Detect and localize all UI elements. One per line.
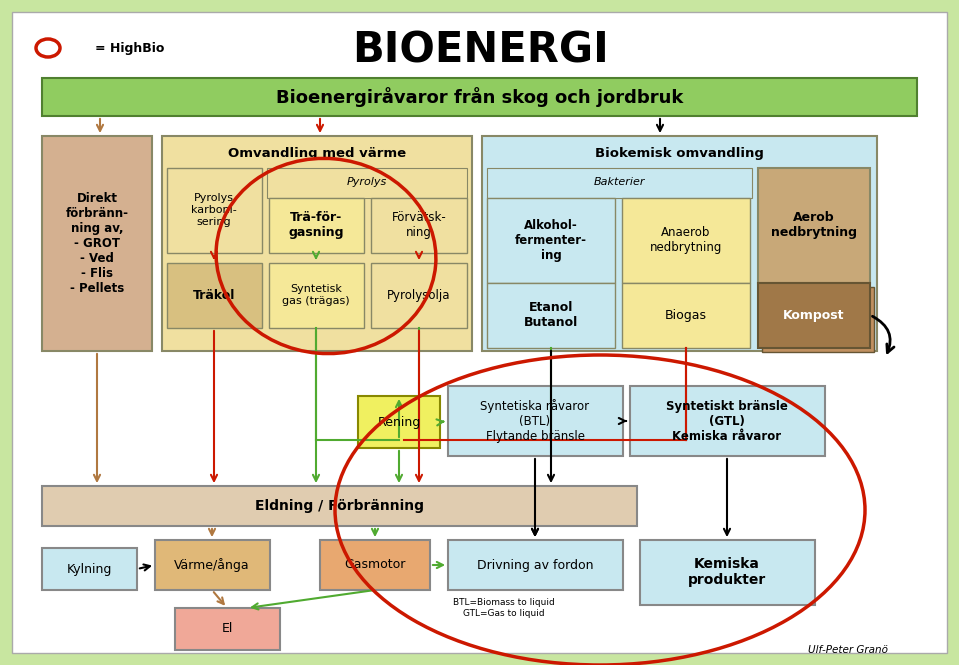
Text: BIOENERGI: BIOENERGI [352,29,608,71]
FancyBboxPatch shape [448,540,623,590]
Text: Alkohol-
fermenter-
ing: Alkohol- fermenter- ing [515,219,587,261]
Text: Pyrolysolja: Pyrolysolja [387,289,451,301]
Text: Förvätsk-
ning: Förvätsk- ning [391,211,446,239]
Text: Bioenergiråvaror från skog och jordbruk: Bioenergiråvaror från skog och jordbruk [276,87,684,107]
Text: = HighBio: = HighBio [95,41,165,55]
FancyBboxPatch shape [487,168,752,198]
FancyBboxPatch shape [42,548,137,590]
Text: Biokemisk omvandling: Biokemisk omvandling [595,146,763,160]
FancyBboxPatch shape [758,283,870,348]
FancyBboxPatch shape [487,283,615,348]
Text: Pyrolys: Pyrolys [347,177,387,187]
Text: Direkt
förbränn-
ning av,
- GROT
- Ved
- Flis
- Pellets: Direkt förbränn- ning av, - GROT - Ved -… [65,192,129,295]
FancyBboxPatch shape [640,540,815,605]
Text: Eldning / Förbränning: Eldning / Förbränning [254,499,424,513]
Text: Syntetiskt bränsle
(GTL)
Kemiska råvaror: Syntetiskt bränsle (GTL) Kemiska råvaror [667,400,788,442]
FancyBboxPatch shape [482,136,877,351]
FancyArrowPatch shape [873,317,894,352]
FancyBboxPatch shape [320,540,430,590]
FancyBboxPatch shape [269,198,364,253]
FancyBboxPatch shape [167,263,262,328]
Text: Rening: Rening [378,416,421,428]
Text: Gasmotor: Gasmotor [344,559,406,571]
FancyBboxPatch shape [155,540,270,590]
FancyBboxPatch shape [371,263,467,328]
Text: Kemiska
produkter: Kemiska produkter [688,557,766,587]
Text: Träkol: Träkol [193,289,235,301]
FancyBboxPatch shape [267,168,467,198]
Text: BTL=Biomass to liquid
GTL=Gas to liquid: BTL=Biomass to liquid GTL=Gas to liquid [453,598,554,618]
FancyBboxPatch shape [762,287,874,352]
FancyBboxPatch shape [630,386,825,456]
Text: Drivning av fordon: Drivning av fordon [477,559,594,571]
Text: El: El [222,622,233,636]
FancyBboxPatch shape [42,136,152,351]
Text: Biogas: Biogas [665,309,707,321]
Text: Etanol
Butanol: Etanol Butanol [524,301,578,329]
Text: Kompost: Kompost [784,309,845,321]
Text: Aerob
nedbrytning: Aerob nedbrytning [771,211,857,239]
FancyBboxPatch shape [758,168,870,283]
FancyBboxPatch shape [622,283,750,348]
Text: Bakterier: Bakterier [594,177,644,187]
Text: Trä-för-
gasning: Trä-för- gasning [289,211,343,239]
Text: Värme/ånga: Värme/ånga [175,558,249,572]
FancyBboxPatch shape [167,168,262,253]
Text: Kylning: Kylning [66,563,111,575]
FancyBboxPatch shape [448,386,623,456]
FancyBboxPatch shape [487,198,615,283]
FancyBboxPatch shape [42,78,917,116]
Text: Syntetiska råvaror
(BTL)
Flytande bränsle: Syntetiska råvaror (BTL) Flytande bränsl… [480,399,590,443]
Text: Syntetisk
gas (trägas): Syntetisk gas (trägas) [282,284,350,306]
FancyBboxPatch shape [42,486,637,526]
FancyBboxPatch shape [622,198,750,283]
Text: Omvandling med värme: Omvandling med värme [228,146,406,160]
FancyBboxPatch shape [12,12,947,653]
FancyBboxPatch shape [269,263,364,328]
Text: Ulf-Peter Granö: Ulf-Peter Granö [808,645,888,655]
FancyBboxPatch shape [175,608,280,650]
Text: Anaerob
nedbrytning: Anaerob nedbrytning [650,226,722,254]
Text: Pyrolys
karboni-
sering: Pyrolys karboni- sering [191,194,237,227]
FancyBboxPatch shape [162,136,472,351]
FancyBboxPatch shape [371,198,467,253]
FancyBboxPatch shape [358,396,440,448]
